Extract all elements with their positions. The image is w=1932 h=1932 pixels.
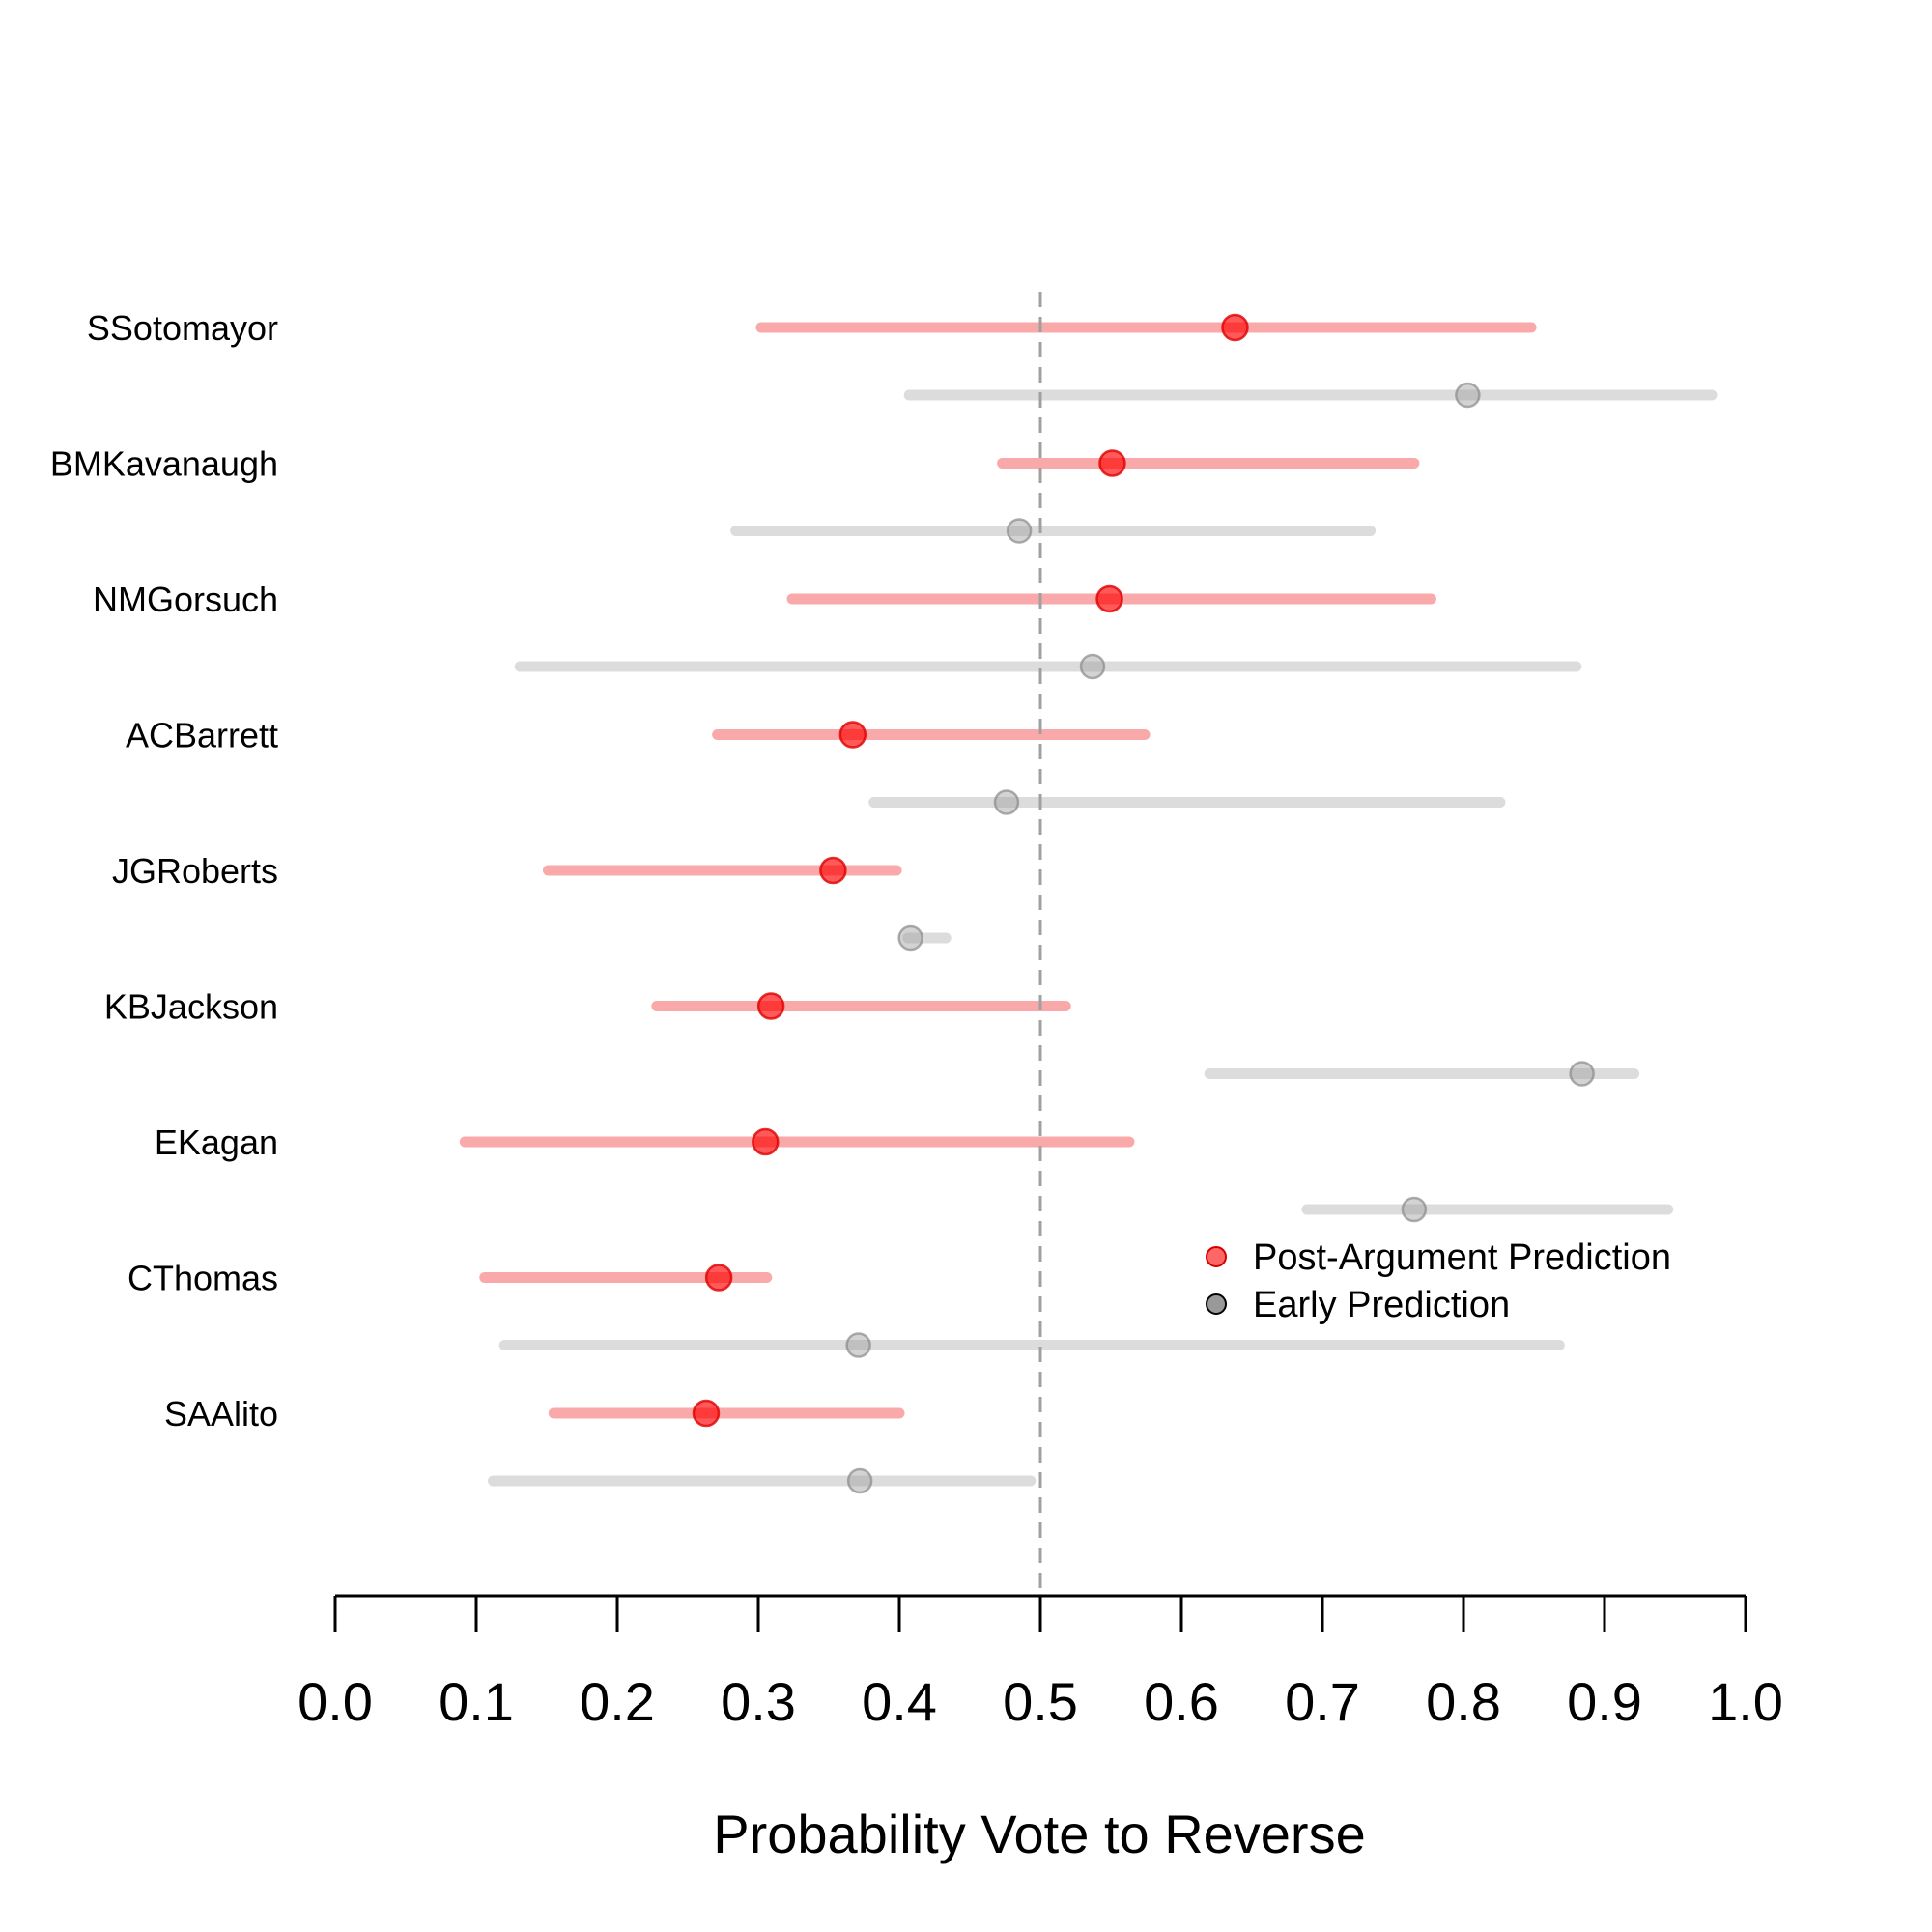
post-point-ekagan: [752, 1127, 780, 1156]
x-tick-label-0.7: 0.7: [1285, 1671, 1360, 1732]
early-point-kbjackson: [1569, 1061, 1595, 1087]
early-point-bmkavanaugh: [1006, 518, 1033, 544]
justice-label-kbjackson: KBJackson: [104, 987, 278, 1027]
post-point-ssotomayor: [1221, 313, 1249, 342]
post-point-jgroberts: [819, 856, 847, 885]
legend-early-label: Early Prediction: [1253, 1285, 1510, 1325]
x-tick-label-0.9: 0.9: [1567, 1671, 1642, 1732]
post-point-bmkavanaugh: [1098, 449, 1126, 477]
post-point-kbjackson: [756, 992, 785, 1020]
justice-label-bmkavanaugh: BMKavanaugh: [50, 444, 278, 484]
post-point-nmgorsuch: [1095, 584, 1123, 613]
justice-label-ekagan: EKagan: [155, 1122, 278, 1162]
x-tick-label-0.2: 0.2: [580, 1671, 655, 1732]
justice-label-jgroberts: JGRoberts: [112, 851, 278, 891]
early-point-cthomas: [845, 1332, 871, 1358]
x-tick-label-0.4: 0.4: [862, 1671, 937, 1732]
x-tick-label-0.1: 0.1: [439, 1671, 514, 1732]
x-tick-label-0.0: 0.0: [298, 1671, 373, 1732]
post-point-cthomas: [704, 1264, 733, 1292]
justice-label-nmgorsuch: NMGorsuch: [93, 580, 278, 619]
x-axis-title: Probability Vote to Reverse: [713, 1804, 1365, 1864]
justice-label-cthomas: CThomas: [128, 1259, 278, 1298]
early-point-ssotomayor: [1455, 382, 1481, 409]
early-point-jgroberts: [897, 924, 923, 952]
x-tick-label-0.5: 0.5: [1003, 1671, 1078, 1732]
justice-labels: SSotomayor BMKavanaugh NMGorsuch ACBarrett J…: [50, 308, 278, 1434]
early-point-saalito: [846, 1467, 873, 1494]
x-tick-label-0.3: 0.3: [721, 1671, 796, 1732]
legend: Post-Argument Prediction Early Predictio…: [1206, 1237, 1671, 1325]
justice-label-ssotomayor: SSotomayor: [87, 308, 278, 348]
justice-label-saalito: SAAlito: [164, 1394, 278, 1434]
early-prediction-layer: [488, 382, 1718, 1494]
post-point-saalito: [692, 1399, 721, 1428]
post-point-acbarrett: [838, 721, 867, 749]
x-tick-label-1.0: 1.0: [1708, 1671, 1783, 1732]
x-tick-label-0.6: 0.6: [1144, 1671, 1219, 1732]
legend-early-marker: [1206, 1293, 1227, 1315]
x-tick-label-0.8: 0.8: [1426, 1671, 1501, 1732]
early-point-nmgorsuch: [1079, 653, 1106, 680]
legend-post-marker: [1206, 1246, 1227, 1267]
post-argument-layer: [459, 313, 1537, 1428]
justice-label-acbarrett: ACBarrett: [126, 716, 278, 755]
legend-post-label: Post-Argument Prediction: [1253, 1237, 1671, 1278]
x-axis: 0.0 0.1 0.2 0.3 0.4 0.5 0.6 0.7 0.8 0.9 1.0: [298, 1594, 1783, 1732]
early-point-ekagan: [1401, 1196, 1428, 1223]
early-point-acbarrett: [993, 789, 1020, 815]
